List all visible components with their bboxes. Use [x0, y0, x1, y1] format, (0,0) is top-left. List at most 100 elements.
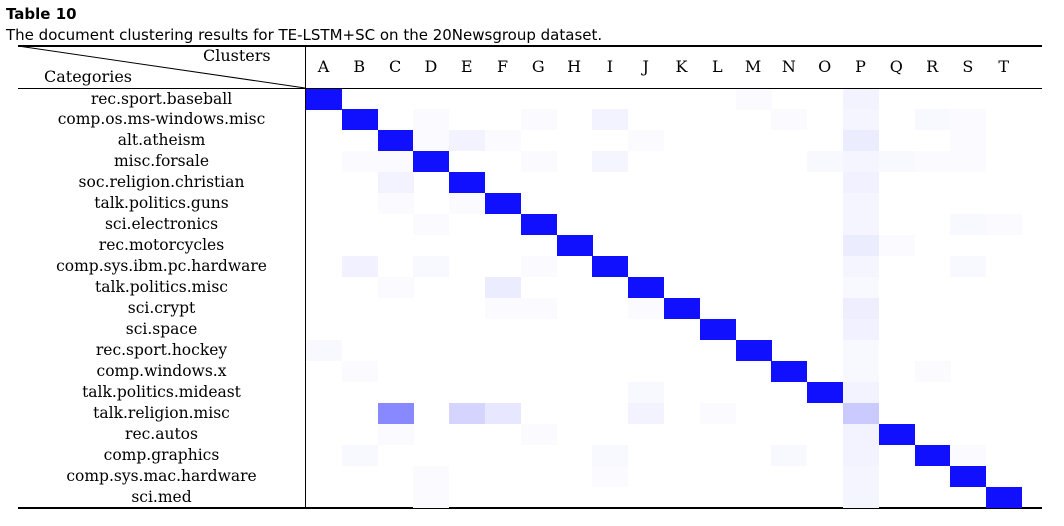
heatmap-cell-r18-cs [950, 465, 987, 487]
heatmap-cell-r7-cq [878, 235, 915, 257]
cluster-label-r: R [926, 57, 939, 76]
cluster-label-a: A [317, 57, 330, 76]
category-label-talk-politics-guns: talk.politics.guns [94, 194, 229, 213]
heatmap-cell-r16-cg [520, 423, 557, 445]
heatmap-cell-r11-cl [699, 318, 736, 340]
cluster-label-b: B [353, 57, 366, 76]
category-label-talk-politics-misc: talk.politics.misc [95, 278, 228, 297]
heatmap-cell-r3-cb [341, 151, 378, 173]
table-bottom-rule [18, 507, 1042, 509]
cluster-label-q: Q [889, 57, 903, 76]
heatmap-cell-r15-cp [843, 402, 879, 424]
cluster-label-s: S [962, 57, 974, 76]
category-label-rec-motorcycles: rec.motorcycles [98, 236, 225, 255]
category-label-sci-space: sci.space [125, 319, 198, 338]
cluster-label-m: M [744, 57, 762, 76]
heatmap-cell-r1-cs [950, 109, 987, 131]
heatmap-cell-r2-cp [843, 130, 879, 152]
cluster-label-p: P [855, 57, 866, 76]
cluster-label-l: L [711, 57, 723, 76]
cluster-label-i: I [606, 57, 614, 76]
heatmap-cell-r1-cd [413, 109, 450, 131]
heatmap-cell-r19-ct [986, 486, 1023, 508]
heatmap-cell-r0-cm [735, 88, 772, 110]
heatmap-cell-r3-cr [914, 151, 951, 173]
heatmap-cell-r9-cp [843, 277, 879, 299]
heatmap-cell-r17-cb [341, 444, 378, 466]
heatmap-cell-r3-cg [520, 151, 557, 173]
heatmap-cell-r1-cn [771, 109, 808, 131]
category-label-comp-sys-ibm-pc-hardware: comp.sys.ibm.pc.hardware [56, 257, 267, 276]
cluster-label-n: N [781, 57, 796, 76]
heatmap-cell-r15-cc [377, 402, 414, 424]
cluster-label-k: K [675, 57, 688, 76]
heatmap-cell-r2-ce [449, 130, 486, 152]
cluster-label-o: O [818, 57, 832, 76]
cluster-label-e: E [460, 57, 473, 76]
heatmap-cell-r9-cj [628, 277, 665, 299]
heatmap-cell-r4-ce [449, 172, 486, 194]
category-label-rec-autos: rec.autos [125, 424, 198, 443]
heatmap-cell-r11-cp [843, 318, 879, 340]
heatmap-cell-r0-cp [843, 88, 879, 110]
heatmap-cell-r3-co [807, 151, 844, 173]
cluster-label-d: D [424, 57, 438, 76]
heatmap-cell-r18-cp [843, 465, 879, 487]
heatmap-cell-r1-cb [341, 109, 378, 131]
heatmap-cell-r17-cr [914, 444, 951, 466]
heatmap-cell-r12-cm [735, 339, 772, 361]
heatmap-cell-r13-cr [914, 360, 951, 382]
table-label: Table 10 [6, 5, 77, 23]
heatmap-cell-r8-cp [843, 256, 879, 278]
heatmap-cell-r6-ct [986, 214, 1023, 236]
heatmap-cell-r7-cp [843, 235, 879, 257]
heatmap-cell-r3-cc [377, 151, 414, 173]
heatmap-cell-r14-cp [843, 381, 879, 403]
heatmap-cell-r1-cr [914, 109, 951, 131]
heatmap-cell-r8-cg [520, 256, 557, 278]
category-label-rec-sport-baseball: rec.sport.baseball [90, 89, 233, 108]
cluster-label-f: F [496, 57, 509, 76]
heatmap-cell-r15-cl [699, 402, 736, 424]
clusters-header: Clusters [203, 46, 271, 65]
heatmap-cell-r13-cn [771, 360, 808, 382]
category-label-sci-electronics: sci.electronics [104, 215, 219, 234]
heatmap-cell-r16-cp [843, 423, 879, 445]
heatmap-cell-r16-cc [377, 423, 414, 445]
heatmap-cell-r3-cp [843, 151, 879, 173]
table-caption: The document clustering results for TE-L… [6, 26, 603, 44]
heatmap-cell-r18-cd [413, 465, 450, 487]
heatmap-cell-r13-cp [843, 360, 879, 382]
cluster-label-c: C [388, 57, 402, 76]
heatmap-cell-r17-cp [843, 444, 879, 466]
heatmap-cell-r2-cs [950, 130, 987, 152]
heatmap-cell-r6-cp [843, 214, 879, 236]
heatmap-cell-r18-ci [592, 465, 629, 487]
heatmap-cell-r2-cf [485, 130, 521, 152]
heatmap-cell-r5-cc [377, 193, 414, 215]
heatmap-cell-r3-cd [413, 151, 450, 173]
heatmap-cell-r19-cd [413, 486, 450, 508]
category-label-comp-windows-x: comp.windows.x [96, 361, 227, 380]
heatmap-cell-r17-cn [771, 444, 808, 466]
heatmap-cell-r6-cd [413, 214, 450, 236]
heatmap-cell-r2-cj [628, 130, 665, 152]
heatmap-cell-r5-ce [449, 193, 486, 215]
heatmap-cell-r4-cc [377, 172, 414, 194]
heatmap-cell-r6-cg [520, 214, 557, 236]
heatmap-cell-r8-cb [341, 256, 378, 278]
heatmap-cell-r3-cq [878, 151, 915, 173]
heatmap-cell-r8-ci [592, 256, 629, 278]
heatmap-cell-r7-ch [556, 235, 593, 257]
heatmap-cell-r6-cs [950, 214, 987, 236]
heatmap-cell-r4-cp [843, 172, 879, 194]
heatmap-cell-r8-cd [413, 256, 450, 278]
heatmap-cell-r16-cq [878, 423, 915, 445]
heatmap-cell-r14-cj [628, 381, 665, 403]
category-label-comp-graphics: comp.graphics [103, 445, 220, 464]
heatmap-cell-r13-cb [341, 360, 378, 382]
category-label-sci-med: sci.med [131, 487, 192, 506]
heatmap-cell-r10-cj [628, 298, 665, 319]
heatmap-cell-r0-ca [306, 88, 342, 110]
category-label-comp-sys-mac-hardware: comp.sys.mac.hardware [66, 466, 257, 485]
